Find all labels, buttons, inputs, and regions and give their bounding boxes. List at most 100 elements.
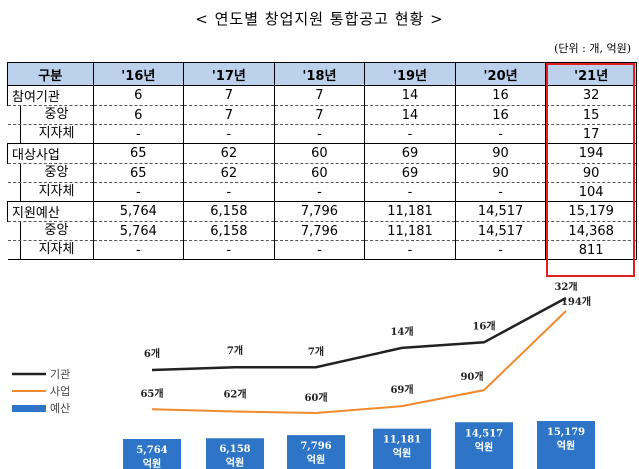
table-cell: 15: [545, 105, 637, 125]
table-cell: 6,158: [183, 201, 275, 222]
biz-data-label: 62개: [223, 387, 246, 400]
budget-data-label: 15,179 억원: [547, 427, 585, 452]
header-year: '16년: [92, 62, 185, 86]
table-row: 참여기관 6 7 7 14 16 32: [7, 85, 637, 106]
org-data-label: 7개: [227, 344, 243, 357]
table-cell: 14: [364, 105, 456, 125]
budget-data-label: 14,517 억원: [465, 428, 503, 453]
table-cell: 5,764: [92, 221, 185, 241]
table-row: 대상사업 65 62 60 69 90 194: [7, 143, 637, 164]
table-cell: 6: [92, 105, 185, 125]
table-cell: 7,796: [273, 201, 366, 222]
table-cell: 14,517: [454, 201, 547, 222]
table-cell: 17: [545, 124, 637, 144]
row-label: 지자체: [7, 182, 94, 202]
table-cell: 6,158: [183, 221, 275, 241]
org-data-label: 7개: [308, 345, 324, 358]
table-cell: 7: [183, 105, 275, 125]
row-label: 중앙: [7, 163, 94, 183]
org-data-label: 32개: [554, 282, 577, 293]
table-cell: -: [454, 182, 547, 202]
table-cell: -: [454, 124, 547, 144]
table-row: 지자체 - - - - -104: [7, 182, 637, 202]
series-line-biz: [151, 310, 567, 415]
table-cell: 69: [364, 143, 456, 164]
table-cell: -: [183, 182, 275, 202]
table-cell: 194: [545, 143, 637, 164]
table-row: 중앙 65 62 60 69 90 90: [7, 163, 637, 183]
org-data-label: 14개: [390, 325, 413, 338]
budget-bar: [287, 435, 345, 469]
row-label: 대상사업: [7, 143, 94, 164]
budget-bar: [537, 421, 595, 469]
table-cell: -: [273, 240, 366, 260]
table-cell: 5,764: [92, 201, 185, 222]
table-cell: 14: [364, 85, 456, 106]
table-cell: 65: [92, 163, 185, 183]
table-cell: -: [92, 124, 185, 144]
biz-data-label: 69개: [390, 383, 413, 396]
table-cell: 7: [273, 85, 366, 106]
table-cell: 69: [364, 163, 456, 183]
table-cell: 7: [183, 85, 275, 106]
org-data-label: 6개: [144, 347, 160, 360]
budget-data-label: 7,796 억원: [300, 441, 331, 466]
table-cell: 6: [92, 85, 185, 106]
legend-entry: 사업: [50, 385, 70, 398]
legend-entry: 기관: [50, 368, 70, 381]
header-year: '20년: [454, 62, 547, 86]
table-cell: 60: [273, 163, 366, 183]
table-row: 지자체 - - - - -811: [7, 240, 637, 260]
stats-table: 구분 '16년 '17년 '18년 '19년 '20년 '21년 참여기관 6 7 7 14 16 32…: [7, 62, 637, 260]
table-cell: 90: [454, 143, 547, 164]
table-cell: 7: [273, 105, 366, 125]
legend-swatch-bar: [12, 405, 46, 412]
budget-data-label: 11,181 억원: [383, 435, 421, 460]
table-cell: 104: [545, 182, 637, 202]
budget-data-label: 6,158 억원: [219, 444, 250, 469]
table-header-row: 구분 '16년 '17년 '18년 '19년 '20년 '21년: [7, 62, 637, 86]
table-cell: 90: [454, 163, 547, 183]
unit-note: (단위 : 개, 억원): [554, 42, 631, 55]
row-label: 지자체: [7, 240, 94, 260]
table-row: 지원예산 5,764 6,158 7,796 11,181 14,517 15,179: [7, 201, 637, 222]
table-cell: 16: [454, 85, 547, 106]
table-cell: -: [364, 182, 456, 202]
table-cell: 16: [454, 105, 547, 125]
page-title: < 연도별 창업지원 통합공고 현황 >: [195, 10, 444, 28]
legend-entry: 예산: [50, 402, 70, 415]
table-cell: 11,181: [364, 201, 456, 222]
table-cell: 14,517: [454, 221, 547, 241]
row-label: 중앙: [7, 221, 94, 241]
table-cell: 11,181: [364, 221, 456, 241]
budget-bar: [373, 428, 431, 469]
budget-data-label: 5,764 억원: [136, 445, 167, 469]
biz-data-label: 194개: [561, 295, 591, 308]
table-cell: -: [273, 182, 366, 202]
biz-data-label: 60개: [304, 391, 327, 404]
table-cell: -: [92, 240, 185, 260]
budget-bar: [123, 439, 181, 469]
row-label: 참여기관: [7, 85, 94, 106]
header-category: 구분: [7, 62, 94, 86]
table-cell: -: [364, 240, 456, 260]
biz-data-label: 65개: [140, 387, 163, 400]
table-row: 중앙 5,764 6,158 7,796 11,181 14,517 14,368: [7, 221, 637, 241]
header-year: '21년: [545, 62, 637, 86]
table-cell: -: [183, 124, 275, 144]
org-data-label: 16개: [472, 319, 495, 332]
table-cell: -: [454, 240, 547, 260]
biz-data-label: 90개: [460, 370, 483, 383]
table-cell: 15,179: [545, 201, 637, 222]
budget-bar: [455, 422, 513, 469]
budget-bar: [206, 438, 264, 469]
table-row: 지자체 - - - - -17: [7, 124, 637, 144]
table-cell: 65: [92, 143, 185, 164]
row-label: 지자체: [7, 124, 94, 144]
table-cell: -: [364, 124, 456, 144]
header-year: '18년: [273, 62, 366, 86]
table-cell: -: [92, 182, 185, 202]
table-cell: 62: [183, 143, 275, 164]
table-cell: 32: [545, 85, 637, 106]
table-cell: 14,368: [545, 221, 637, 241]
